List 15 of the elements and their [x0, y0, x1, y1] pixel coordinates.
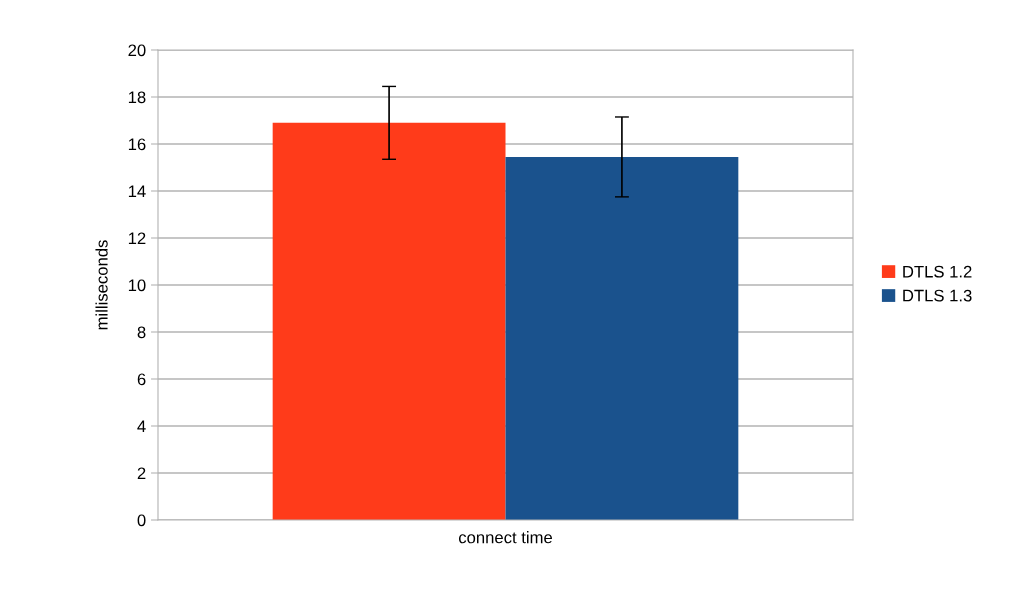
y-axis-title: milliseconds — [95, 240, 108, 330]
x-tick-label: connect time — [458, 531, 553, 544]
y-tick-label: 14 — [128, 185, 146, 198]
y-tick-label: 20 — [128, 44, 146, 57]
legend-label: DTLS 1.2 — [903, 265, 972, 278]
y-tick-label: 18 — [128, 91, 146, 104]
y-tick-label: 8 — [137, 326, 146, 339]
y-tick-label: 6 — [137, 373, 146, 386]
y-tick-label: 0 — [137, 514, 146, 527]
y-tick-label: 10 — [128, 279, 146, 292]
y-tick-label: 2 — [137, 467, 146, 480]
legend-label: DTLS 1.3 — [903, 289, 972, 302]
y-tick-label: 16 — [128, 138, 146, 151]
y-tick-label: 12 — [128, 232, 146, 245]
y-tick-label: 4 — [137, 420, 146, 433]
